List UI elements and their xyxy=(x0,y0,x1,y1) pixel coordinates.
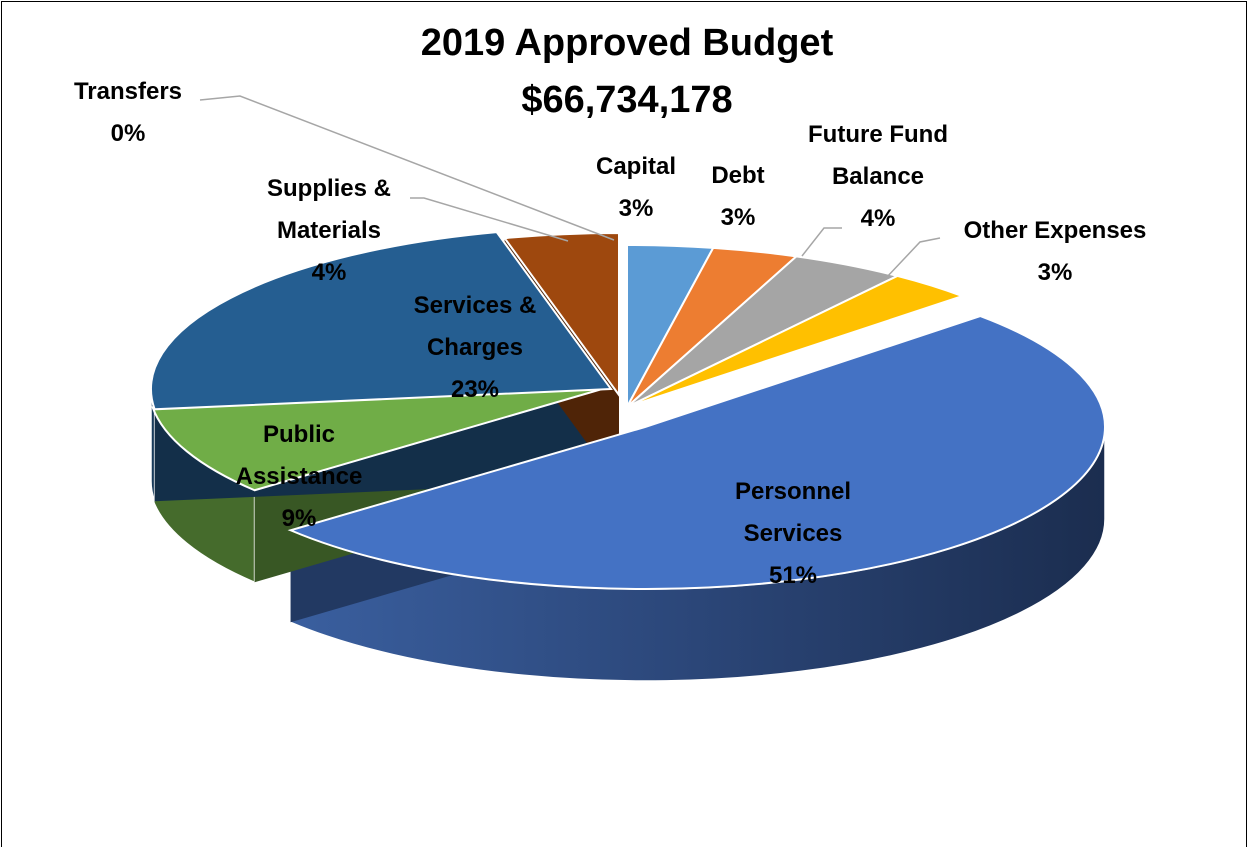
slice-public-assistance xyxy=(151,386,610,492)
chart-title: 2019 Approved Budget xyxy=(421,22,834,64)
label-transfers: Transfers 0% xyxy=(74,78,182,147)
label-value: 0% xyxy=(111,120,146,147)
label-line: Materials xyxy=(277,217,381,244)
label-value: 51% xyxy=(769,562,817,589)
leader-future-fund-balance xyxy=(801,227,842,257)
slice-other-expenses xyxy=(626,274,966,408)
label-line: Balance xyxy=(832,163,924,190)
leader-other-expenses xyxy=(885,237,941,279)
label-capital: Capital 3% xyxy=(596,153,676,222)
label-personnel-services: Personnel Services 51% xyxy=(735,478,851,589)
label-line: Transfers xyxy=(74,78,182,105)
label-line: Assistance xyxy=(236,463,363,490)
label-future-fund-balance: Future Fund Balance 4% xyxy=(808,121,948,232)
label-value: 4% xyxy=(861,205,896,232)
leader-lines xyxy=(199,95,941,279)
label-value: 3% xyxy=(1038,259,1073,286)
label-value: 3% xyxy=(619,195,654,222)
label-line: Public xyxy=(263,421,335,448)
leader-supplies-materials xyxy=(410,197,569,242)
label-public-assistance: Public Assistance 9% xyxy=(236,421,363,532)
pie-slices xyxy=(150,231,1106,590)
label-services-charges: Services & Charges 23% xyxy=(414,292,537,403)
label-line: Services xyxy=(744,520,843,547)
slice-personnel-services xyxy=(287,315,1106,590)
label-line: Other Expenses xyxy=(964,217,1147,244)
chart-subtitle: $66,734,178 xyxy=(521,79,732,121)
label-other-expenses: Other Expenses 3% xyxy=(964,217,1147,286)
label-value: 23% xyxy=(451,376,499,403)
label-line: Supplies & xyxy=(267,175,391,202)
slice-services-charges xyxy=(150,231,613,411)
slice-labels: Capital 3% Debt 3% Future Fund Balance 4% Other… xyxy=(74,78,1146,589)
label-line: Services & xyxy=(414,292,537,319)
leader-transfers xyxy=(199,95,615,241)
label-line: Future Fund xyxy=(808,121,948,148)
label-line: Capital xyxy=(596,153,676,180)
label-value: 3% xyxy=(721,204,756,231)
label-value: 4% xyxy=(312,259,347,286)
label-line: Charges xyxy=(427,334,523,361)
label-debt: Debt 3% xyxy=(711,162,764,231)
slice-supplies-materials xyxy=(502,231,620,399)
label-line: Debt xyxy=(711,162,764,189)
label-supplies-materials: Supplies & Materials 4% xyxy=(267,175,391,286)
label-value: 9% xyxy=(282,505,317,532)
label-line: Personnel xyxy=(735,478,851,505)
